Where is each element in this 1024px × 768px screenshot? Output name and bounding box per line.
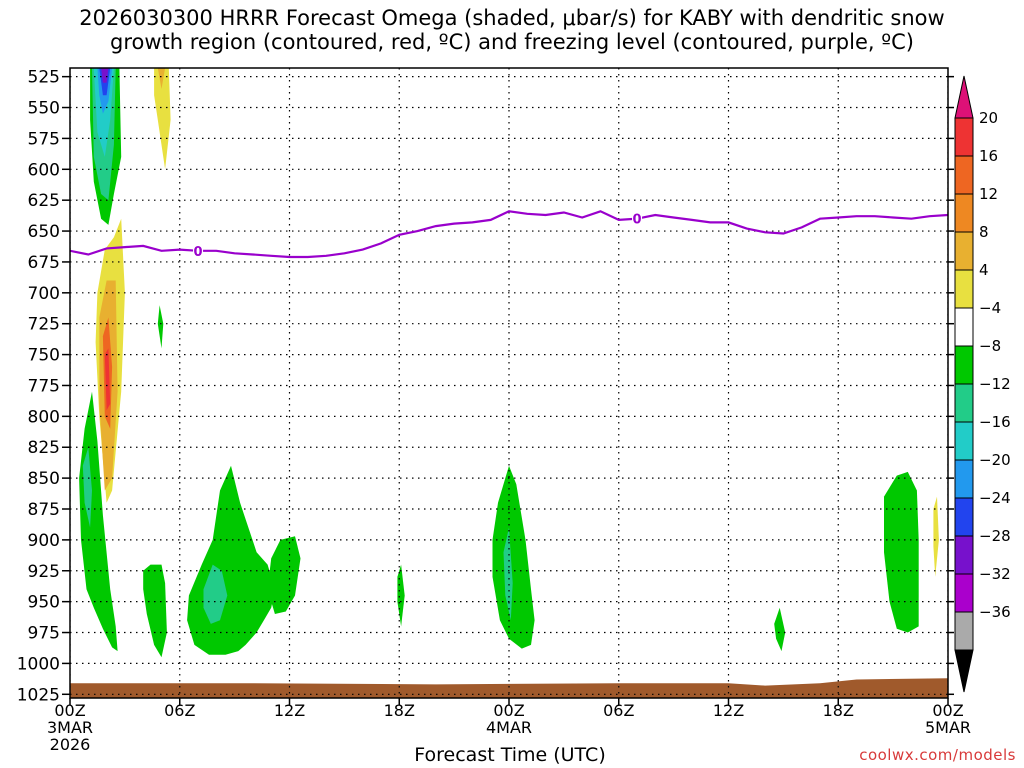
omega-region-1 xyxy=(82,447,92,528)
y-tick-label-525: 525 xyxy=(28,68,60,88)
y-tick-label-575: 575 xyxy=(28,129,60,149)
colorbar-label-2: 12 xyxy=(979,185,998,203)
title-line-2: growth region (contoured, red, ºC) and f… xyxy=(110,30,914,54)
omega-region-13 xyxy=(157,68,166,89)
freezing-level-line xyxy=(70,210,948,259)
omega-region-11 xyxy=(101,68,109,83)
colorbar-segment-5 xyxy=(954,269,974,309)
colorbar-label-5: −4 xyxy=(979,299,1001,317)
x-tick-sublabel-48-0: 5MAR xyxy=(925,718,971,737)
freezing-label-bg-1 xyxy=(632,211,643,226)
y-tick-label-950: 950 xyxy=(28,593,60,613)
omega-region-14 xyxy=(157,305,164,349)
colorbar-segment-11 xyxy=(954,497,974,537)
colorbar-arrow-bottom xyxy=(954,649,974,693)
colorbar-label-12: −32 xyxy=(979,565,1011,583)
colorbar-label-8: −16 xyxy=(979,413,1011,431)
colorbar-label-6: −8 xyxy=(979,337,1001,355)
chart-title: 2026030300 HRRR Forecast Omega (shaded, … xyxy=(0,6,1024,54)
omega-region-12 xyxy=(154,68,171,170)
colorbar-segment-14 xyxy=(954,611,974,651)
y-tick-label-700: 700 xyxy=(28,284,60,304)
colorbar-segment-12 xyxy=(954,535,974,575)
colorbar-label-11: −28 xyxy=(979,527,1011,545)
y-tick-label-975: 975 xyxy=(28,624,60,644)
y-tick-label-800: 800 xyxy=(28,407,60,427)
source-credit[interactable]: coolwx.com/models xyxy=(859,746,1016,764)
colorbar-label-10: −24 xyxy=(979,489,1011,507)
y-tick-label-875: 875 xyxy=(28,500,60,520)
x-tick-label-24: 00Z xyxy=(493,701,524,720)
colorbar-segment-10 xyxy=(954,459,974,499)
colorbar-arrow-top xyxy=(954,75,974,119)
omega-region-23 xyxy=(884,471,919,633)
colorbar-label-1: 16 xyxy=(979,147,998,165)
y-tick-label-650: 650 xyxy=(28,222,60,242)
x-axis-label: Forecast Time (UTC) xyxy=(414,744,606,766)
omega-region-17 xyxy=(203,564,228,624)
colorbar-segment-6 xyxy=(954,307,974,347)
x-tick-sublabel-0-1: 2026 xyxy=(50,735,91,754)
y-tick-label-825: 825 xyxy=(28,438,60,458)
omega-region-5 xyxy=(104,348,111,411)
x-tick-label-42: 18Z xyxy=(823,701,854,720)
colorbar-segment-4 xyxy=(954,231,974,271)
omega-region-20 xyxy=(492,465,535,649)
x-tick-label-36: 12Z xyxy=(713,701,744,720)
omega-region-19 xyxy=(397,564,405,627)
y-tick-label-725: 725 xyxy=(28,315,60,335)
colorbar-segment-3 xyxy=(954,193,974,233)
y-tick-label-925: 925 xyxy=(28,562,60,582)
colorbar-segment-2 xyxy=(954,155,974,195)
y-tick-label-550: 550 xyxy=(28,99,60,119)
colorbar-label-0: 20 xyxy=(979,109,998,127)
freezing-label-bg-0 xyxy=(193,243,204,258)
x-tick-sublabel-24-0: 4MAR xyxy=(486,718,532,737)
colorbar-segment-1 xyxy=(954,117,974,157)
omega-region-16 xyxy=(187,465,275,655)
x-tick-label-48: 00Z xyxy=(932,701,963,720)
x-tick-label-30: 06Z xyxy=(603,701,634,720)
colorbar-segment-9 xyxy=(954,421,974,461)
title-line-1: 2026030300 HRRR Forecast Omega (shaded, … xyxy=(79,6,945,30)
colorbar-segment-13 xyxy=(954,573,974,613)
y-tick-label-775: 775 xyxy=(28,376,60,396)
y-tick-label-900: 900 xyxy=(28,531,60,551)
y-tick-label-625: 625 xyxy=(28,191,60,211)
plot-area: 00 xyxy=(70,68,948,698)
freezing-level-label-1: 0 xyxy=(633,213,642,228)
y-tick-label-850: 850 xyxy=(28,469,60,489)
omega-region-18 xyxy=(267,536,301,614)
x-tick-label-6: 06Z xyxy=(164,701,195,720)
y-tick-label-750: 750 xyxy=(28,346,60,366)
colorbar-segment-7 xyxy=(954,345,974,385)
y-tick-label-675: 675 xyxy=(28,253,60,273)
x-tick-sublabel-0-0: 3MAR xyxy=(47,718,93,737)
colorbar-label-7: −12 xyxy=(979,375,1011,393)
y-tick-label-1025: 1025 xyxy=(17,685,60,705)
omega-region-15 xyxy=(143,564,167,658)
omega-region-22 xyxy=(774,607,786,652)
y-tick-label-1000: 1000 xyxy=(17,654,60,674)
colorbar-label-4: 4 xyxy=(979,261,989,279)
y-tick-label-600: 600 xyxy=(28,160,60,180)
x-tick-label-0: 00Z xyxy=(54,701,85,720)
freezing-level-label-0: 0 xyxy=(194,245,203,260)
colorbar-label-9: −20 xyxy=(979,451,1011,469)
x-tick-label-18: 18Z xyxy=(384,701,415,720)
colorbar-label-3: 8 xyxy=(979,223,989,241)
omega-region-24 xyxy=(933,496,939,577)
x-tick-label-12: 12Z xyxy=(274,701,305,720)
omega-region-21 xyxy=(503,527,513,621)
colorbar-label-13: −36 xyxy=(979,603,1011,621)
colorbar-segment-8 xyxy=(954,383,974,423)
